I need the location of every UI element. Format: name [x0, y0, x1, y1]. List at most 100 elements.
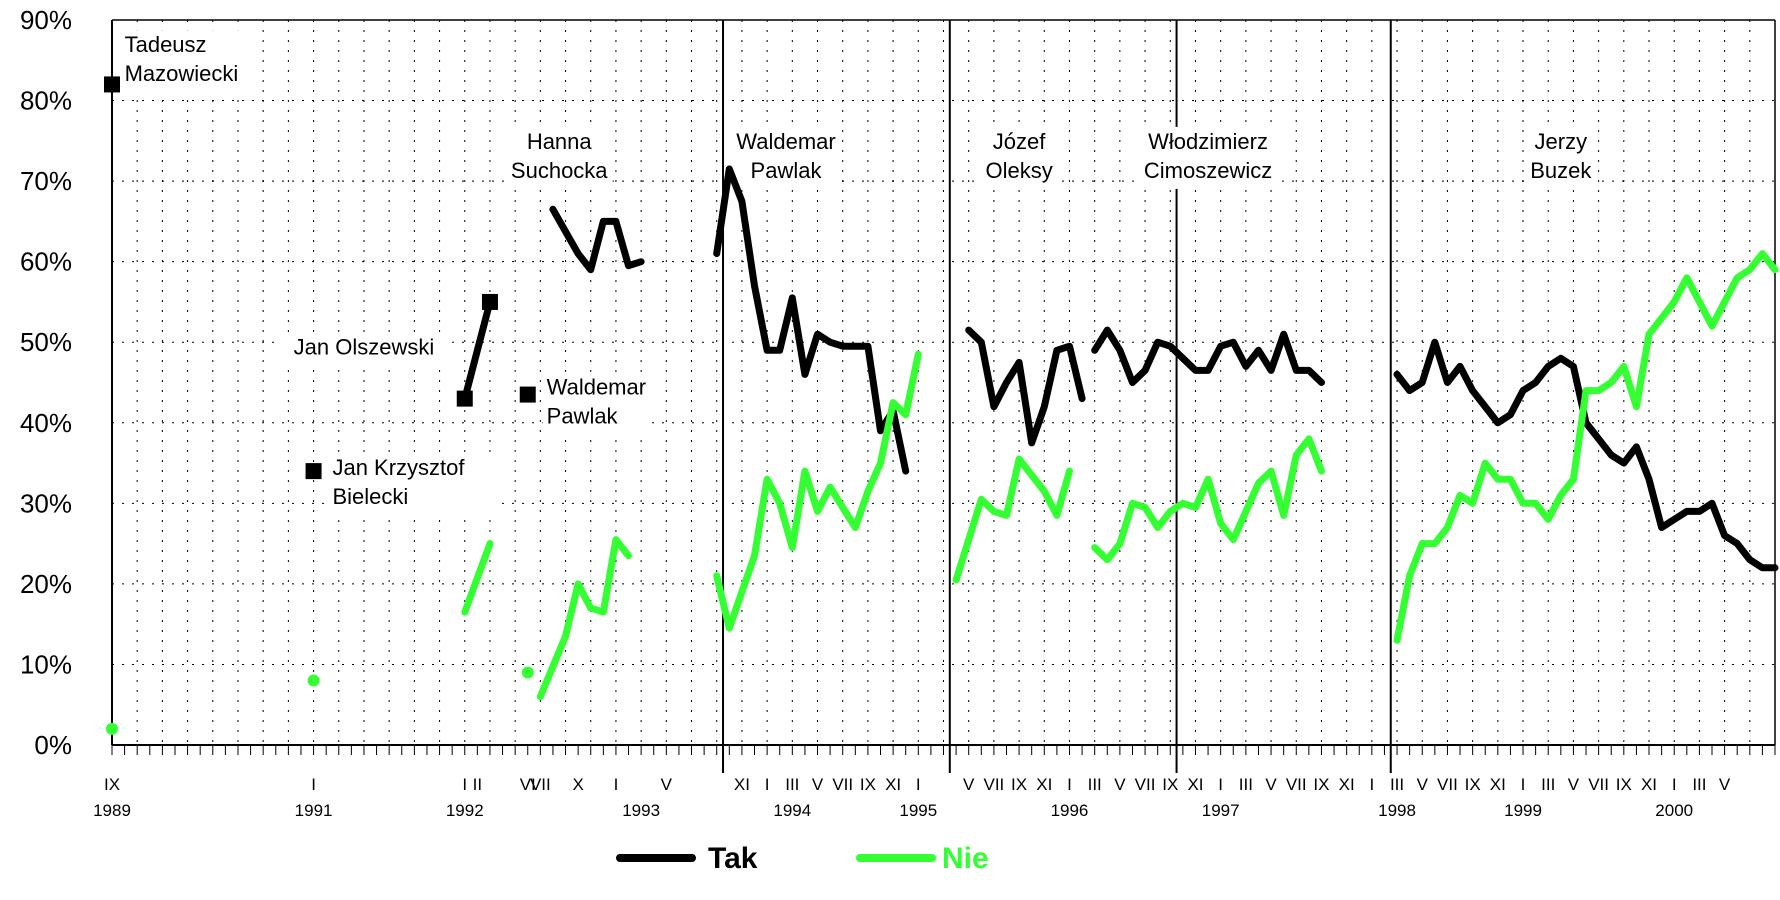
x-tick-label: III [1239, 775, 1253, 794]
period-label-bg [977, 126, 1061, 189]
period-label-bg [505, 126, 613, 189]
x-year-label: 1991 [295, 801, 333, 820]
x-tick-label: I [1521, 775, 1526, 794]
x-year-label: 1992 [446, 801, 484, 820]
period-label: Tadeusz Mazowiecki [125, 32, 239, 86]
y-tick-label: 70% [20, 166, 72, 196]
x-tick-label: V [1568, 775, 1580, 794]
x-tick-label: IX [104, 775, 120, 794]
x-year-label: 1997 [1202, 801, 1240, 820]
x-tick-label: III [785, 775, 799, 794]
period-label: Jan Krzysztof Bielecki [332, 455, 465, 509]
series-lines [104, 76, 1779, 735]
x-tick-label: I [462, 775, 467, 794]
x-year-label: 2000 [1655, 801, 1693, 820]
x-tick-label: V [1417, 775, 1429, 794]
x-tick-label: VII [983, 775, 1004, 794]
x-year-label: 1994 [773, 801, 811, 820]
x-year-label: 1989 [93, 801, 131, 820]
data-point-tak [305, 463, 322, 480]
period-label: Hanna Suchocka [511, 129, 608, 183]
x-tick-label: V [963, 775, 975, 794]
data-point-tak [481, 293, 498, 310]
period-label: Waldemar Pawlak [547, 375, 646, 429]
x-tick-label: X [572, 775, 583, 794]
x-tick-label: V [1265, 775, 1277, 794]
grid-lines [112, 20, 1775, 745]
period-labels: Tadeusz Mazowiecki Hanna Suchocka Waldemar Pa… [120, 30, 1597, 516]
y-tick-label: 0% [34, 730, 72, 760]
x-year-label: 1993 [622, 801, 660, 820]
x-tick-label: VI [520, 775, 536, 794]
axes: 0%10%20%30%40%50%60%70%80%90%IX I I II VIVII… [20, 5, 1776, 820]
y-tick-label: 50% [20, 327, 72, 357]
x-tick-label: IX [1616, 775, 1632, 794]
period-label-bg [542, 372, 650, 435]
period-label-bg [120, 30, 252, 93]
x-tick-label: IX [860, 775, 876, 794]
data-point-tak [456, 390, 473, 407]
series-line-tak [461, 298, 494, 403]
period-label-bg [1136, 126, 1280, 189]
x-tick-label: I [765, 775, 770, 794]
y-tick-label: 80% [20, 86, 72, 116]
x-tick-label: VII [1135, 775, 1156, 794]
x-tick-label: VII [1588, 775, 1609, 794]
x-tick-label: II [473, 775, 482, 794]
x-tick-label: V [1719, 775, 1731, 794]
period-label-bg [280, 332, 448, 366]
x-tick-label: VII [530, 775, 551, 794]
x-tick-label: XI [1490, 775, 1506, 794]
x-tick-label: III [1692, 775, 1706, 794]
x-tick-label: I [311, 775, 316, 794]
y-tick-label: 30% [20, 488, 72, 518]
x-tick-label: I [916, 775, 921, 794]
series-line-tak [965, 326, 1086, 447]
series-line-nie [1393, 250, 1779, 644]
x-tick-label: V [661, 775, 673, 794]
period-label-bg [732, 126, 840, 189]
x-tick-label: VII [1286, 775, 1307, 794]
x-tick-label: XI [885, 775, 901, 794]
x-tick-label: XI [734, 775, 750, 794]
series-line-tak [1393, 338, 1779, 572]
y-tick-label: 40% [20, 408, 72, 438]
legend: Tak Nie [616, 842, 989, 875]
period-label: Jerzy Buzek [1530, 129, 1592, 183]
period-label-bg [328, 453, 496, 516]
series-line-tak [713, 165, 910, 475]
legend-label-nie: Nie [942, 842, 989, 875]
period-label: Józef Oleksy [985, 129, 1052, 183]
x-tick-label: III [1088, 775, 1102, 794]
period-label-bg [1525, 126, 1597, 189]
series-line-nie [1091, 435, 1325, 564]
series-line-nie [461, 540, 494, 616]
x-tick-label: I [1067, 775, 1072, 794]
x-tick-label: VII [832, 775, 853, 794]
series-line-tak [1091, 326, 1325, 386]
x-tick-label: IX [1313, 775, 1329, 794]
y-tick-label: 90% [20, 5, 72, 35]
x-tick-label: XI [1036, 775, 1052, 794]
x-tick-label: III [1390, 775, 1404, 794]
x-tick-label: I [614, 775, 619, 794]
x-tick-label: I [1369, 775, 1374, 794]
data-point-nie [307, 674, 320, 687]
x-year-label: 1999 [1504, 801, 1542, 820]
y-tick-label: 20% [20, 569, 72, 599]
series-line-nie [713, 350, 922, 632]
data-point-nie [106, 722, 118, 735]
x-tick-label: XI [1641, 775, 1657, 794]
x-tick-label: IX [1011, 775, 1027, 794]
x-tick-label: V [812, 775, 824, 794]
x-tick-label: III [1541, 775, 1555, 794]
x-tick-label: IX [1162, 775, 1178, 794]
x-tick-label: XI [1187, 775, 1203, 794]
period-label: Jan Olszewski [294, 334, 435, 359]
data-point-tak [104, 76, 120, 93]
legend-label-tak: Tak [708, 842, 758, 875]
x-tick-label: IX [1465, 775, 1481, 794]
x-year-label: 1996 [1051, 801, 1089, 820]
x-tick-label: I [1672, 775, 1677, 794]
